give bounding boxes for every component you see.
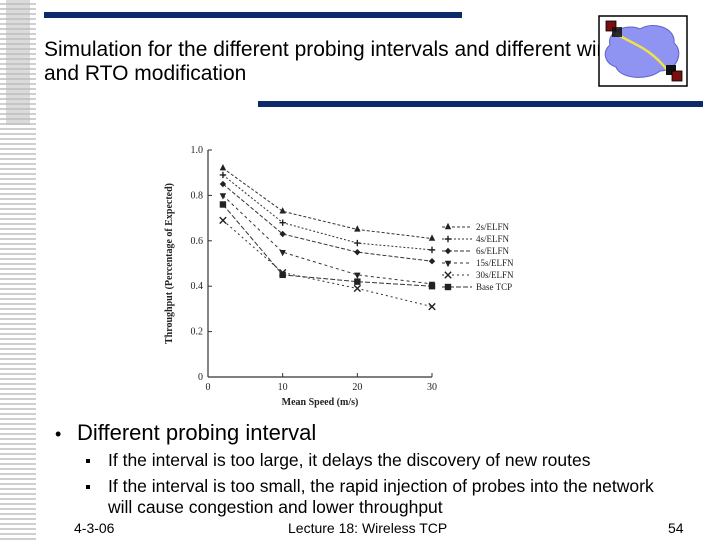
legend-label: 15s/ELFN bbox=[476, 258, 514, 268]
y-tick-label: 0 bbox=[198, 372, 203, 383]
series-line-15s-elfn bbox=[222, 195, 433, 285]
y-tick-label: 0.8 bbox=[191, 190, 204, 201]
data-point bbox=[279, 219, 286, 226]
data-point bbox=[219, 171, 227, 179]
data-point bbox=[354, 248, 361, 256]
decorative-left-strip bbox=[0, 0, 36, 540]
throughput-chart: 0 0.2 0.4 0.6 0.8 1.0 0 10 20 30 Mean Speed (m/s) T… bbox=[164, 145, 514, 408]
data-point bbox=[354, 225, 361, 232]
data-point bbox=[219, 201, 227, 208]
data-point bbox=[428, 302, 436, 311]
data-point bbox=[219, 216, 227, 225]
data-point bbox=[354, 278, 361, 285]
x-tick-label: 0 bbox=[206, 382, 211, 393]
top-accent-bar bbox=[44, 12, 462, 18]
data-point bbox=[354, 272, 361, 280]
bullet-dot-icon: • bbox=[55, 423, 62, 444]
x-tick-label: 30 bbox=[427, 382, 437, 393]
sub-bullet-too-large: If the interval is too large, it delays … bbox=[86, 450, 676, 471]
square-bullet-icon bbox=[86, 485, 90, 489]
series-line-4s-elfn bbox=[222, 174, 433, 251]
legend-label: 2s/ELFN bbox=[476, 222, 510, 232]
data-point bbox=[428, 283, 436, 290]
series-line-6s-elfn bbox=[222, 183, 433, 262]
x-tick-label: 20 bbox=[352, 382, 362, 393]
series-line-2s-elfn bbox=[222, 167, 433, 240]
y-axis-label: Throughput (Percentage of Expected) bbox=[164, 183, 175, 344]
sub-bullet-text: If the interval is too large, it delays … bbox=[108, 450, 591, 470]
legend-marker bbox=[444, 222, 452, 230]
y-tick-label: 0.2 bbox=[191, 327, 204, 338]
legend-label: 6s/ELFN bbox=[476, 246, 510, 256]
square-bullet-icon bbox=[86, 459, 90, 463]
y-tick-label: 1.0 bbox=[191, 145, 204, 156]
data-point bbox=[279, 249, 286, 257]
legend-label: Base TCP bbox=[476, 282, 512, 292]
bullet-different-probing-interval: • Different probing interval bbox=[55, 420, 316, 446]
sub-bullet-too-small: If the interval is too small, the rapid … bbox=[86, 476, 676, 518]
footer-lecture-title: Lecture 18: Wireless TCP bbox=[288, 520, 448, 536]
x-axis-label: Mean Speed (m/s) bbox=[282, 397, 359, 408]
data-point bbox=[354, 239, 361, 247]
legend-label: 30s/ELFN bbox=[476, 270, 514, 280]
legend-marker bbox=[444, 247, 452, 255]
data-point bbox=[428, 234, 436, 241]
data-point bbox=[279, 207, 286, 214]
footer-date: 4-3-06 bbox=[74, 520, 115, 536]
sub-bullet-text: If the interval is too small, the rapid … bbox=[108, 476, 654, 517]
y-tick-label: 0.4 bbox=[191, 281, 204, 292]
data-point bbox=[428, 258, 436, 265]
legend-marker bbox=[444, 283, 452, 291]
data-point bbox=[219, 193, 227, 200]
data-point bbox=[219, 180, 227, 188]
legend-marker bbox=[444, 235, 452, 243]
series-line-base-tcp bbox=[222, 204, 433, 287]
legend-marker bbox=[444, 260, 452, 268]
legend-marker bbox=[444, 271, 452, 279]
network-cloud-icon bbox=[598, 15, 688, 87]
series-line-30s-elfn bbox=[222, 219, 433, 308]
data-point bbox=[279, 230, 286, 238]
slide-title: Simulation for the different probing int… bbox=[44, 38, 647, 85]
legend-label: 4s/ELFN bbox=[476, 234, 510, 244]
title-underline-bar bbox=[258, 101, 703, 107]
data-point bbox=[353, 284, 362, 293]
data-point bbox=[219, 163, 227, 171]
data-point bbox=[428, 246, 436, 254]
x-tick-label: 10 bbox=[278, 382, 288, 393]
footer-page-number: 54 bbox=[668, 520, 684, 536]
bullet-text: Different probing interval bbox=[77, 420, 317, 445]
y-tick-label: 0.6 bbox=[191, 236, 204, 247]
data-point bbox=[279, 271, 286, 279]
